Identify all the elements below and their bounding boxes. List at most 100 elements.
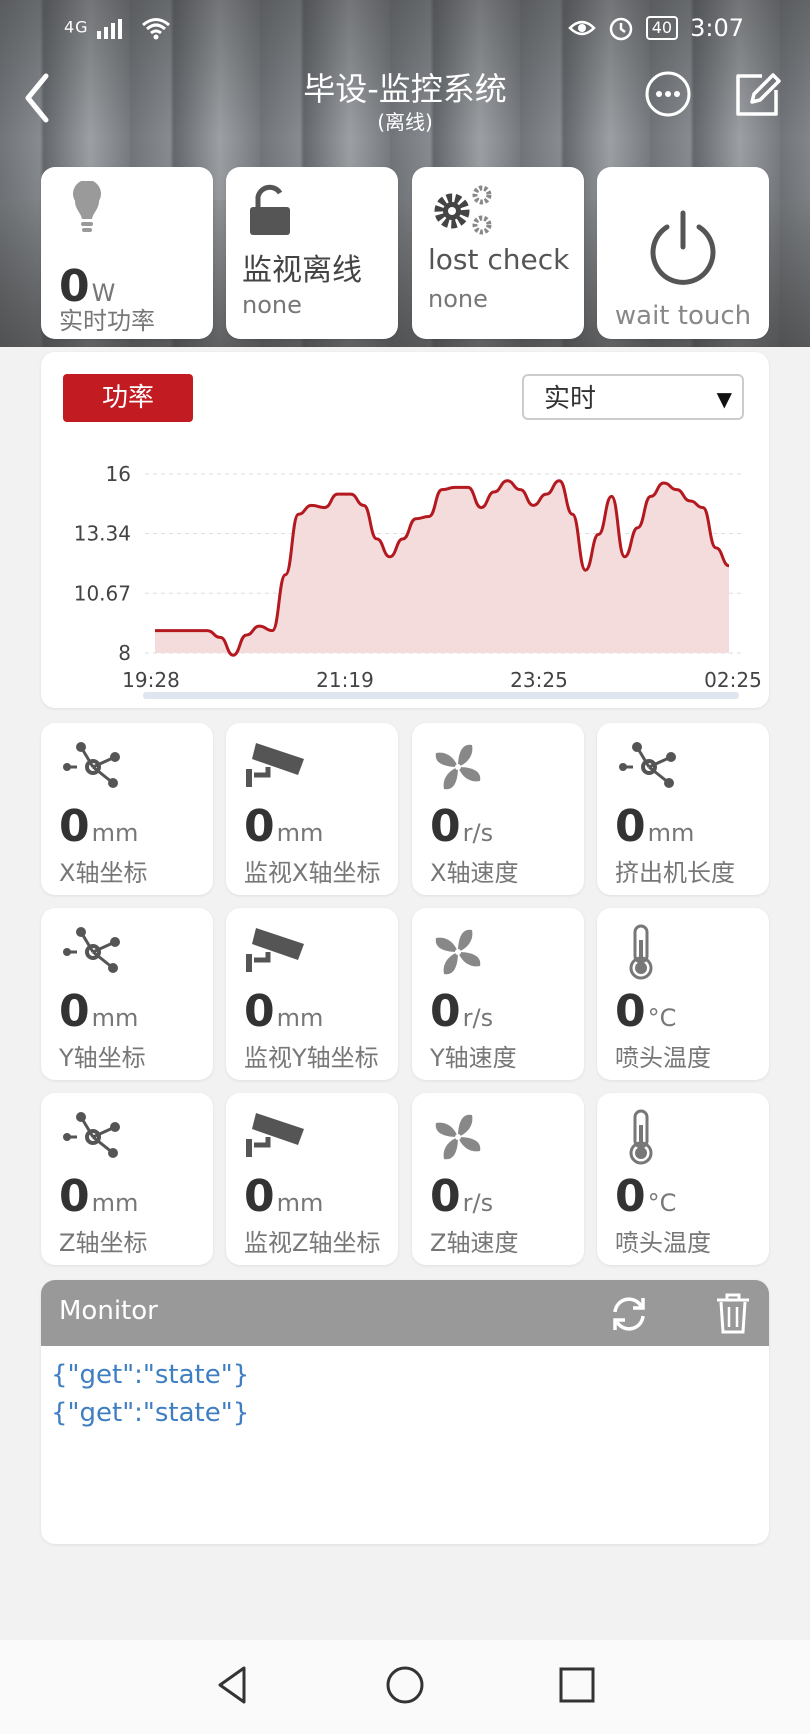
system-navigation-bar bbox=[0, 1640, 810, 1734]
sensor-unit: mm bbox=[91, 819, 139, 847]
wifi-icon bbox=[141, 18, 170, 40]
power-unit: W bbox=[91, 279, 116, 307]
power-chart[interactable]: 16 13.34 10.67 8 19:28 21:19 23:25 02:25 bbox=[41, 352, 769, 708]
sensor-unit: °C bbox=[647, 1189, 677, 1217]
gears-icon bbox=[428, 181, 492, 241]
x-tick-label: 19:28 bbox=[122, 668, 180, 692]
power-tile[interactable]: 0W 实时功率 bbox=[41, 167, 213, 339]
chevron-left-icon bbox=[25, 73, 49, 123]
sensor-label: 喷头温度 bbox=[615, 1044, 711, 1072]
camera-icon bbox=[242, 737, 304, 797]
chart-tag-button[interactable]: 功率 bbox=[63, 374, 193, 422]
edit-button[interactable] bbox=[732, 70, 782, 120]
sensor-unit: mm bbox=[647, 819, 695, 847]
sensor-value: 0r/s bbox=[430, 986, 494, 1037]
sensor-value: 0r/s bbox=[430, 1171, 494, 1222]
sensor-tile[interactable]: 0mm Y轴坐标 bbox=[41, 908, 213, 1080]
app-header: 毕设-监控系统 (离线) bbox=[0, 60, 810, 140]
battery-indicator: 40 bbox=[645, 16, 679, 40]
sensor-label: X轴速度 bbox=[430, 859, 519, 887]
sensor-tile[interactable]: 0r/s Z轴速度 bbox=[412, 1093, 584, 1265]
triangle-back-icon bbox=[218, 1666, 246, 1704]
y-tick-label: 10.67 bbox=[74, 581, 131, 605]
sensor-value: 0r/s bbox=[430, 801, 494, 852]
lost-check-tile[interactable]: lost check none bbox=[412, 167, 584, 339]
refresh-button[interactable] bbox=[607, 1292, 651, 1336]
unlock-icon bbox=[242, 181, 302, 241]
sensor-value: 0mm bbox=[244, 801, 324, 852]
sensor-label: Z轴坐标 bbox=[59, 1229, 148, 1257]
alarm-icon bbox=[609, 17, 632, 41]
y-tick-label: 8 bbox=[118, 641, 131, 665]
trash-icon bbox=[717, 1293, 749, 1334]
sensor-tile[interactable]: 0r/s X轴速度 bbox=[412, 723, 584, 895]
edit-icon bbox=[736, 73, 781, 116]
y-tick-label: 16 bbox=[106, 462, 131, 486]
signal-indicator: 4G bbox=[64, 16, 171, 40]
more-icon bbox=[645, 71, 691, 117]
more-button[interactable] bbox=[644, 70, 692, 118]
nav-home-button[interactable] bbox=[380, 1660, 430, 1710]
fan-icon bbox=[428, 1107, 488, 1167]
power-label: 实时功率 bbox=[59, 307, 155, 335]
axis-icon bbox=[57, 1107, 120, 1167]
sensor-tile[interactable]: 0mm Z轴坐标 bbox=[41, 1093, 213, 1265]
sensor-tile[interactable]: 0mm X轴坐标 bbox=[41, 723, 213, 895]
eye-comfort-icon bbox=[567, 20, 596, 36]
sensor-value: 0°C bbox=[615, 986, 677, 1037]
clock: 3:07 bbox=[690, 14, 744, 42]
sensor-unit: mm bbox=[276, 1189, 324, 1217]
camera-icon bbox=[242, 1107, 304, 1167]
sensor-unit: r/s bbox=[462, 819, 494, 847]
period-select[interactable]: 实时 ▼ bbox=[522, 374, 744, 420]
monitor-status-tile[interactable]: 监视离线 none bbox=[226, 167, 398, 339]
status-bar: 4G 40 3:07 bbox=[0, 0, 810, 60]
back-button[interactable] bbox=[14, 66, 64, 126]
power-chart-card: 功率 实时 ▼ 16 13.34 10.67 8 19:28 21:19 23:25 02:2… bbox=[41, 352, 769, 708]
sensor-tile[interactable]: 0mm 监视Y轴坐标 bbox=[226, 908, 398, 1080]
sensor-tile[interactable]: 0°C 喷头温度 bbox=[597, 908, 769, 1080]
monitor-status-title: 监视离线 bbox=[242, 253, 362, 288]
sensor-value: 0mm bbox=[244, 986, 324, 1037]
lost-check-sub: none bbox=[428, 285, 488, 313]
sensor-label: Z轴速度 bbox=[430, 1229, 519, 1257]
log-line: {"get":"state"} bbox=[51, 1398, 250, 1428]
monitor-title: Monitor bbox=[59, 1296, 158, 1326]
sensor-tile[interactable]: 0mm 监视Z轴坐标 bbox=[226, 1093, 398, 1265]
sensor-value: 0mm bbox=[244, 1171, 324, 1222]
thermometer-icon bbox=[613, 922, 673, 982]
fan-icon bbox=[428, 922, 488, 982]
sensor-tile[interactable]: 0mm 监视X轴坐标 bbox=[226, 723, 398, 895]
sensor-unit: r/s bbox=[462, 1189, 494, 1217]
status-right: 40 3:07 bbox=[567, 14, 744, 42]
sensor-unit: r/s bbox=[462, 1004, 494, 1032]
sensor-unit: mm bbox=[276, 819, 324, 847]
sensor-tile[interactable]: 0°C 喷头温度 bbox=[597, 1093, 769, 1265]
sensor-unit: °C bbox=[647, 1004, 677, 1032]
x-tick-label: 21:19 bbox=[316, 668, 374, 692]
lost-check-title: lost check bbox=[428, 243, 570, 276]
signal-icon bbox=[96, 19, 122, 39]
sensor-label: 监视X轴坐标 bbox=[244, 859, 381, 887]
series-area bbox=[155, 480, 729, 656]
sensor-value: 0mm bbox=[59, 1171, 139, 1222]
lightbulb-icon bbox=[57, 179, 117, 241]
monitor-status-sub: none bbox=[242, 291, 302, 319]
chart-zoom-bar[interactable] bbox=[143, 692, 739, 699]
sensor-tile[interactable]: 0r/s Y轴速度 bbox=[412, 908, 584, 1080]
page-title: 毕设-监控系统 bbox=[303, 70, 507, 108]
x-tick-label: 23:25 bbox=[510, 668, 568, 692]
square-recents-icon bbox=[559, 1667, 595, 1703]
y-tick-label: 13.34 bbox=[74, 522, 131, 546]
log-line: {"get":"state"} bbox=[51, 1360, 250, 1390]
sensor-label: 喷头温度 bbox=[615, 1229, 711, 1257]
sensor-label: 监视Y轴坐标 bbox=[244, 1044, 379, 1072]
x-tick-label: 02:25 bbox=[704, 668, 762, 692]
sensor-value: 0mm bbox=[615, 801, 695, 852]
power-switch-tile[interactable]: wait touch bbox=[597, 167, 769, 339]
nav-recents-button[interactable] bbox=[552, 1660, 602, 1710]
nav-back-button[interactable] bbox=[208, 1660, 258, 1710]
clear-log-button[interactable] bbox=[713, 1292, 753, 1336]
dropdown-arrow-icon: ▼ bbox=[716, 387, 732, 411]
sensor-tile[interactable]: 0mm 挤出机长度 bbox=[597, 723, 769, 895]
